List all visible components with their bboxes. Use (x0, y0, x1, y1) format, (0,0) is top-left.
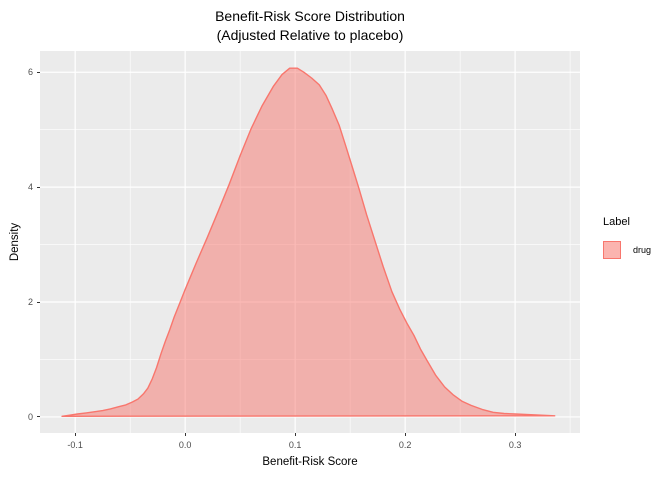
x-tick-label: 0.0 (178, 440, 192, 450)
y-tick-label: 2 (27, 297, 33, 308)
density-area-drug (61, 67, 556, 417)
x-tick-label: 0.2 (398, 440, 412, 450)
x-tick-label: 0.1 (288, 440, 302, 450)
y-tick-mark (37, 186, 40, 188)
y-tick-mark (37, 301, 40, 303)
y-tick-mark (37, 71, 40, 73)
x-tick-label: -0.1 (67, 440, 83, 450)
x-tick-mark (514, 433, 516, 436)
y-tick-label: 6 (27, 67, 33, 78)
x-tick-mark (74, 433, 76, 436)
legend-key-swatch (603, 241, 621, 259)
legend: Label drug (603, 216, 651, 259)
chart-title: Benefit-Risk Score Distribution (Adjuste… (215, 7, 405, 45)
x-tick-mark (404, 433, 406, 436)
y-tick-label: 4 (27, 182, 33, 193)
chart-title-line2: (Adjusted Relative to placebo) (216, 27, 404, 43)
x-axis-title: Benefit-Risk Score (262, 456, 358, 468)
legend-item-label: drug (633, 245, 652, 255)
density-curve-svg (40, 51, 580, 433)
y-axis-title: Density (9, 222, 21, 262)
y-tick-label: 0 (27, 411, 33, 422)
x-tick-label: 0.3 (508, 440, 522, 450)
y-tick-mark (37, 416, 40, 418)
x-tick-mark (294, 433, 296, 436)
legend-title: Label (603, 216, 630, 228)
x-tick-mark (184, 433, 186, 436)
plot-panel (40, 51, 580, 433)
legend-item-drug: drug (603, 241, 651, 259)
chart-title-line1: Benefit-Risk Score Distribution (215, 8, 405, 24)
